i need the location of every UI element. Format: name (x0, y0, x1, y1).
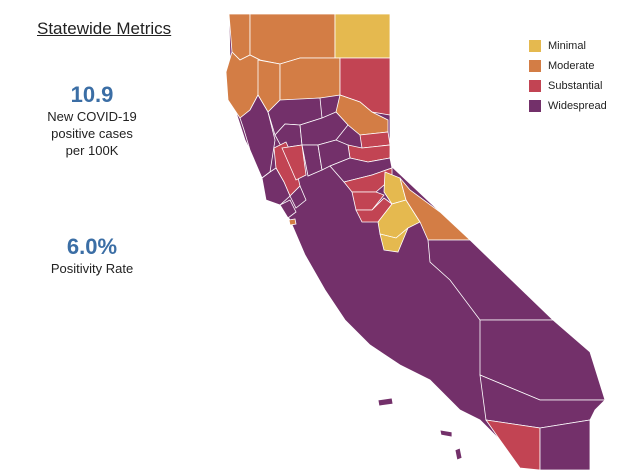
california-county-map (225, 13, 606, 471)
county-san-francisco (288, 218, 297, 226)
legend-label-minimal: Minimal (548, 40, 586, 52)
metric-new-cases: 10.9 New COVID-19 positive cases per 100… (0, 82, 184, 159)
county-modoc (334, 13, 391, 59)
legend-swatch-widespread (529, 100, 541, 112)
county-amador (351, 191, 385, 211)
county-marin (279, 199, 297, 219)
legend-item-moderate: Moderate (529, 56, 607, 76)
metric-positivity-value: 6.0% (66, 234, 118, 259)
island-santa-cruz (377, 397, 394, 407)
metric-new-cases-label-line-2: positive cases (51, 126, 133, 141)
county-sonoma (261, 167, 291, 206)
legend-item-substantial: Substantial (529, 76, 607, 96)
tier-legend: Minimal Moderate Substantial Widespread (529, 36, 607, 116)
legend-label-substantial: Substantial (548, 80, 603, 92)
metric-positivity-label: Positivity Rate (50, 261, 134, 276)
county-mariposa (379, 227, 409, 253)
island-san-clemente (454, 447, 463, 461)
county-colusa (281, 144, 307, 181)
county-napa (289, 185, 307, 209)
metric-new-cases-label-line-3: per 100K (65, 143, 119, 158)
island-santa-catalina (439, 429, 453, 438)
legend-swatch-minimal (529, 40, 541, 52)
metric-new-cases-value: 10.9 (70, 82, 114, 107)
county-mendocino (239, 94, 276, 179)
metrics-panel: Statewide Metrics 10.9 New COVID-19 posi… (0, 0, 210, 476)
legend-label-widespread: Widespread (548, 100, 607, 112)
metric-new-cases-label-line-1: New COVID-19 (47, 109, 137, 124)
metric-positivity-rate: 6.0% Positivity Rate (0, 234, 184, 277)
county-san-diego (485, 419, 541, 471)
legend-swatch-moderate (529, 60, 541, 72)
legend-item-widespread: Widespread (529, 96, 607, 116)
page-title: Statewide Metrics (37, 19, 172, 38)
county-imperial (539, 419, 591, 471)
legend-item-minimal: Minimal (529, 36, 607, 56)
legend-label-moderate: Moderate (548, 60, 595, 72)
legend-swatch-substantial (529, 80, 541, 92)
county-siskiyou (249, 13, 336, 65)
county-shasta (279, 57, 341, 101)
